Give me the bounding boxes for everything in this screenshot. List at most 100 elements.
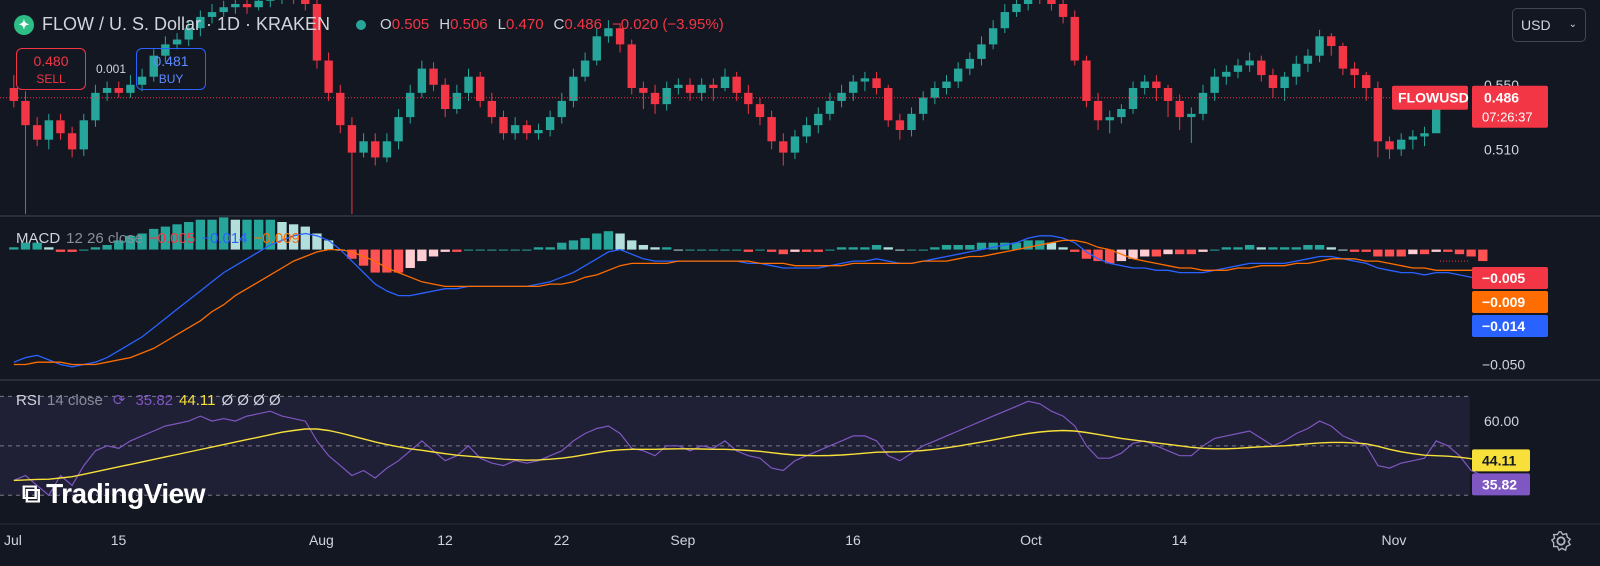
candle-body xyxy=(1350,68,1359,76)
candle-body xyxy=(977,44,986,59)
macd-histogram-bar xyxy=(44,247,54,250)
settings-gear-icon[interactable] xyxy=(1550,530,1572,552)
candle-body xyxy=(930,88,940,98)
macd-histogram-bar xyxy=(1023,240,1033,250)
candle-body xyxy=(1000,12,1010,29)
candle-body xyxy=(767,117,776,142)
rsi-legend[interactable]: RSI 14 close ⟳ 35.82 44.11 Ø Ø Ø Ø xyxy=(16,391,281,410)
candle-body xyxy=(965,58,975,69)
macd-histogram-bar xyxy=(836,247,847,250)
candle-body xyxy=(557,100,566,118)
macd-histogram-bar xyxy=(685,249,695,251)
candle-body xyxy=(1431,97,1441,134)
macd-histogram-bar xyxy=(848,247,858,250)
symbol-tag-label: FLOWUSD xyxy=(1398,90,1469,106)
candle-body xyxy=(207,12,217,17)
macd-histogram-bar xyxy=(1081,249,1092,259)
macd-histogram-bar xyxy=(1198,249,1208,252)
macd-histogram-bar xyxy=(1373,249,1383,257)
candle-body xyxy=(988,28,998,45)
macd-params: 12 26 close xyxy=(66,230,143,247)
macd-legend[interactable]: MACD 12 26 close −0.005 −0.014 −0.009 xyxy=(16,230,300,247)
macd-histogram-bar xyxy=(731,249,742,251)
candle-body xyxy=(814,113,823,126)
candle-body xyxy=(720,76,730,88)
last-price-label: 0.486 xyxy=(1484,90,1519,106)
candle-body xyxy=(126,84,135,93)
high-value: 0.506 xyxy=(450,16,488,33)
last-price-tag xyxy=(1472,85,1548,128)
candle-body xyxy=(1047,0,1056,5)
symbol-title[interactable]: FLOW / U. S. Dollar · 1D · KRAKEN xyxy=(42,14,331,34)
macd-histogram-bar xyxy=(1408,249,1418,255)
buy-price: 0.481 xyxy=(153,53,189,69)
macd-line xyxy=(13,232,1484,368)
macd-histogram-bar xyxy=(358,249,369,266)
candle-body xyxy=(802,125,811,137)
macd-axis-label: −0.014 xyxy=(1482,318,1525,334)
trade-panel: 0.480 SELL 0.001 0.481 BUY xyxy=(16,48,207,90)
macd-histogram-bar xyxy=(1256,247,1266,250)
candle-body xyxy=(1385,141,1394,150)
candle-body xyxy=(91,92,100,121)
macd-histogram-bar xyxy=(1128,249,1138,259)
price-axis-label: 0.510 xyxy=(1484,141,1519,157)
macd-histogram-bar xyxy=(988,242,998,250)
macd-histogram-bar xyxy=(277,222,287,250)
time-axis-label: 22 xyxy=(554,532,570,548)
candle-body xyxy=(382,141,392,158)
macd-histogram-bar xyxy=(382,249,392,273)
macd-histogram-bar xyxy=(463,249,474,251)
rsi-empty-values: Ø Ø Ø Ø xyxy=(221,391,281,409)
macd-histogram-bar xyxy=(510,249,520,251)
candle-body xyxy=(21,100,30,126)
macd-histogram-bar xyxy=(1419,249,1430,255)
candle-body xyxy=(1268,75,1278,88)
candle-body xyxy=(510,125,520,134)
candle-body xyxy=(32,125,42,140)
macd-histogram-bar xyxy=(1058,247,1068,250)
currency-select[interactable]: USD ⌄ xyxy=(1512,8,1586,42)
macd-histogram-bar xyxy=(125,235,136,250)
candle-body xyxy=(487,100,497,118)
macd-histogram-bar xyxy=(533,247,544,250)
candle-body xyxy=(522,125,532,134)
candle-body xyxy=(849,81,858,93)
candle-body xyxy=(1198,92,1208,114)
macd-histogram-bar xyxy=(323,240,334,250)
sell-button[interactable]: 0.480 SELL xyxy=(16,48,86,90)
macd-histogram-bar xyxy=(452,249,462,252)
candle-body xyxy=(67,133,77,150)
macd-histogram-bar xyxy=(522,249,532,251)
candle-body xyxy=(184,28,193,40)
macd-histogram-bar xyxy=(1233,247,1243,250)
candle-body xyxy=(371,141,380,158)
macd-value-tag xyxy=(1472,315,1548,337)
candle-body xyxy=(1222,71,1231,77)
macd-histogram-bar xyxy=(242,219,252,250)
rsi-value: 35.82 xyxy=(135,391,174,409)
candle-body xyxy=(440,84,450,109)
candle-body xyxy=(580,60,590,77)
macd-histogram-bar xyxy=(347,249,357,259)
macd-histogram-bar xyxy=(953,244,963,250)
symbol-tag xyxy=(1392,85,1468,110)
candle-body xyxy=(475,76,485,101)
candle-body xyxy=(860,78,870,82)
macd-histogram-bar xyxy=(720,249,730,251)
macd-histogram-bar xyxy=(918,249,928,251)
high-label: H xyxy=(439,16,451,33)
rsi-params: 14 close xyxy=(47,391,103,409)
macd-histogram-bar xyxy=(1291,247,1301,250)
candle-body xyxy=(615,28,625,45)
macd-histogram-bar xyxy=(883,247,893,250)
buy-button[interactable]: 0.481 BUY xyxy=(136,48,207,90)
candle-body xyxy=(825,100,835,114)
candle-body xyxy=(301,0,310,4)
macd-histogram-bar xyxy=(1361,249,1371,252)
sell-price: 0.480 xyxy=(33,53,69,69)
macd-histogram-bar xyxy=(1396,249,1406,257)
macd-hist-value: −0.005 xyxy=(148,230,196,247)
macd-histogram-bar xyxy=(114,240,124,250)
